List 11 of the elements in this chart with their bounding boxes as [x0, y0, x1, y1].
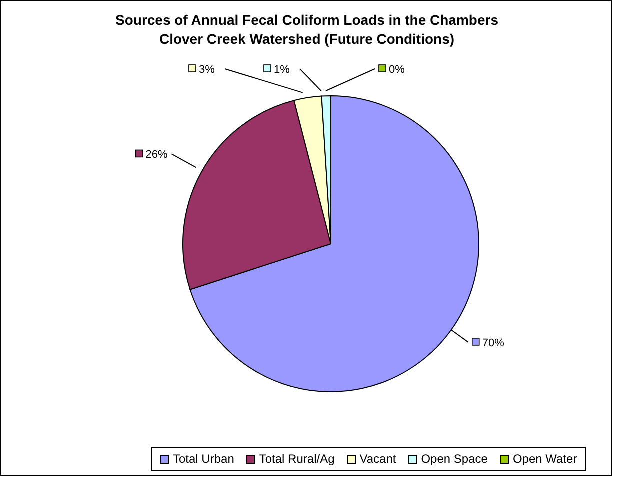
data-label: 26%: [146, 149, 168, 162]
legend-label: Total Rural/Ag: [258, 452, 335, 466]
legend-label: Total Urban: [172, 452, 234, 466]
text: 0%: [388, 64, 405, 76]
data-label: 1%: [274, 64, 290, 76]
legend-label: Vacant: [358, 452, 396, 466]
data-label: 3%: [198, 64, 216, 76]
data-label: 70%: [482, 337, 505, 350]
chart-title: Sources of Annual Fecal Coliform Loads in the Chambers Clover Creek Watershed (Future Conditions): [114, 11, 500, 49]
legend-label: Open Water: [512, 452, 578, 466]
legend-label: Open Space: [420, 452, 488, 466]
